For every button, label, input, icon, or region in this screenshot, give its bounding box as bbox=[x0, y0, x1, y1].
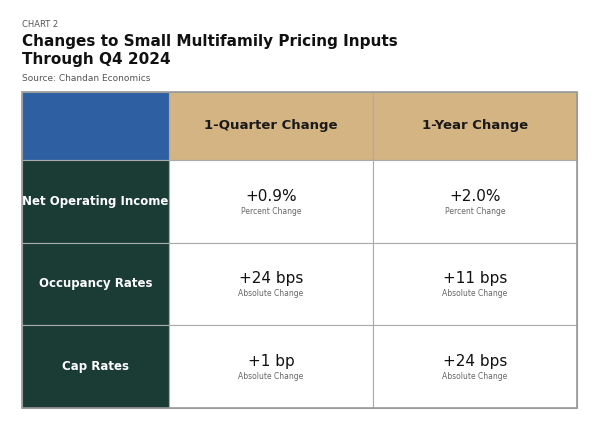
Bar bbox=[373, 92, 577, 160]
Text: Percent Change: Percent Change bbox=[241, 207, 301, 216]
Bar bbox=[22, 160, 169, 243]
Text: Net Operating Income: Net Operating Income bbox=[22, 195, 169, 208]
Bar bbox=[373, 243, 577, 325]
Text: +11 bps: +11 bps bbox=[443, 271, 507, 287]
Bar bbox=[169, 243, 373, 325]
Text: Percent Change: Percent Change bbox=[445, 207, 505, 216]
Bar bbox=[169, 325, 373, 408]
Bar bbox=[169, 160, 373, 243]
Text: +24 bps: +24 bps bbox=[239, 271, 303, 287]
Text: +1 bp: +1 bp bbox=[248, 354, 294, 369]
Text: Absolute Change: Absolute Change bbox=[238, 290, 304, 298]
Text: Occupancy Rates: Occupancy Rates bbox=[39, 277, 152, 290]
Bar bbox=[22, 325, 169, 408]
Bar bbox=[22, 243, 169, 325]
Bar bbox=[22, 92, 577, 408]
Text: CHART 2: CHART 2 bbox=[22, 20, 58, 29]
Text: 1-Quarter Change: 1-Quarter Change bbox=[204, 120, 338, 132]
Bar bbox=[373, 160, 577, 243]
Text: Cap Rates: Cap Rates bbox=[62, 360, 129, 373]
Text: +24 bps: +24 bps bbox=[443, 354, 507, 369]
Bar bbox=[22, 92, 169, 160]
Text: +2.0%: +2.0% bbox=[450, 189, 501, 204]
Text: Absolute Change: Absolute Change bbox=[238, 372, 304, 381]
Text: Absolute Change: Absolute Change bbox=[442, 372, 507, 381]
Text: Through Q4 2024: Through Q4 2024 bbox=[22, 52, 171, 67]
Text: +0.9%: +0.9% bbox=[245, 189, 297, 204]
Text: 1-Year Change: 1-Year Change bbox=[422, 120, 528, 132]
Bar bbox=[373, 325, 577, 408]
Bar bbox=[169, 92, 373, 160]
Text: Absolute Change: Absolute Change bbox=[442, 290, 507, 298]
Text: Source: Chandan Economics: Source: Chandan Economics bbox=[22, 74, 150, 83]
Text: Changes to Small Multifamily Pricing Inputs: Changes to Small Multifamily Pricing Inp… bbox=[22, 34, 398, 49]
